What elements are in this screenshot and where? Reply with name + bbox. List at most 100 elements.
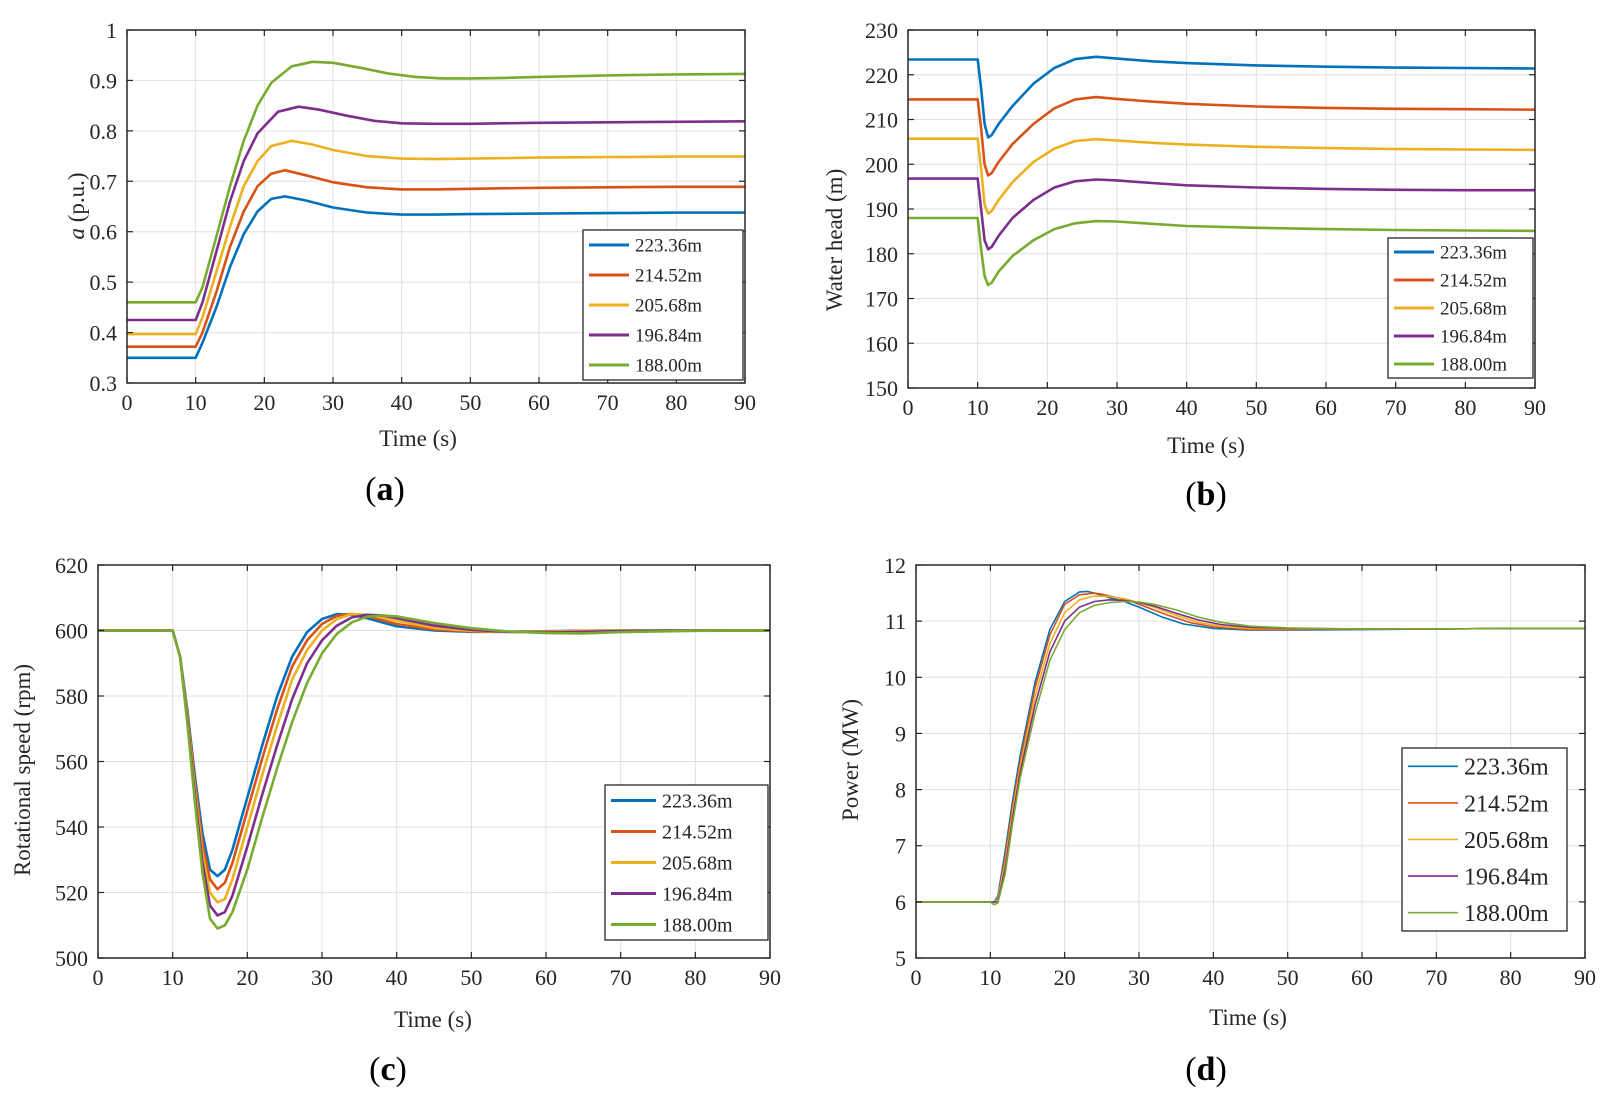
x-tick-label: 70: [1425, 965, 1447, 990]
chart-panel-c: 0 10 20 30 40 50 60 70 80 90 500 520 540 560 580 600 620…: [10, 553, 781, 1088]
legend-label: 196.84m: [635, 326, 702, 347]
x-tick-label: 0: [93, 965, 104, 990]
y-tick-label: 6: [895, 890, 906, 915]
series-line-214.52m: [127, 168, 745, 348]
panel-label: (d): [1185, 1051, 1227, 1088]
x-tick-label: 50: [1277, 965, 1299, 990]
legend-label: 223.36m: [1464, 755, 1549, 781]
legend-label: 205.68m: [635, 296, 702, 317]
x-tick-label: 50: [459, 390, 481, 415]
chart-panel-a: 0 10 20 30 40 50 60 70 80 90 0.3 0.4 0.5 0.6 0.7 0.8 0.9…: [64, 18, 756, 508]
y-tick-label: 7: [895, 834, 906, 859]
y-tick-label: 200: [865, 152, 898, 177]
legend-label: 196.84m: [1440, 327, 1507, 348]
y-tick-label: 0.9: [90, 68, 118, 93]
x-tick-label: 10: [967, 395, 989, 420]
x-tick-label: 10: [979, 965, 1001, 990]
legend-label: 205.68m: [1464, 828, 1549, 854]
y-tick-label: 520: [55, 881, 88, 906]
x-tick-label: 70: [597, 390, 619, 415]
legend: 223.36m 214.52m 205.68m 196.84m 188.00m: [604, 784, 769, 941]
y-tick-label: 210: [865, 108, 898, 133]
y-tick-label: 5: [895, 946, 906, 971]
series-line-188.00m: [916, 600, 1585, 906]
y-tick-label: 0.3: [90, 371, 118, 396]
axes-frame: [915, 564, 1586, 959]
x-tick-label: 70: [1385, 395, 1407, 420]
legend-label: 188.00m: [662, 915, 733, 937]
x-tick-label: 60: [528, 390, 550, 415]
legend-label: 205.68m: [662, 853, 733, 875]
y-tick-label: 220: [865, 63, 898, 88]
legend: 223.36m 214.52m 205.68m 196.84m 188.00m: [1387, 237, 1534, 379]
legend-label: 188.00m: [1464, 901, 1549, 927]
series-group: [916, 590, 1585, 906]
x-tick-label: 0: [122, 390, 133, 415]
legend-label: 196.84m: [662, 884, 733, 906]
y-tick-label: 0.8: [90, 119, 118, 144]
x-tick-label: 40: [386, 965, 408, 990]
legend-label: 223.36m: [635, 236, 702, 257]
x-tick-label: 40: [391, 390, 413, 415]
series-line-196.84m: [908, 177, 1535, 251]
series-line-196.84m: [127, 105, 745, 322]
legend-label: 188.00m: [1440, 355, 1507, 376]
legend: 223.36m 214.52m 205.68m 196.84m 188.00m: [1401, 747, 1568, 932]
x-tick-label: 40: [1176, 395, 1198, 420]
x-tick-label: 20: [253, 390, 275, 415]
series-group: [98, 612, 770, 930]
y-tick-label: 160: [865, 331, 898, 356]
y-tick-label: 560: [55, 750, 88, 775]
series-line-205.68m: [908, 137, 1535, 215]
y-tick-label: 0.4: [90, 321, 118, 346]
y-tick-label: 150: [865, 376, 898, 401]
x-tick-label: 90: [1574, 965, 1596, 990]
series-line-205.68m: [127, 139, 745, 336]
series-line-188.00m: [98, 614, 770, 930]
y-axis-label: Rotational speed (rpm): [10, 664, 35, 876]
y-tick-label: 12: [884, 553, 906, 578]
x-tick-label: 60: [535, 965, 557, 990]
series-line-188.00m: [908, 216, 1535, 287]
y-tick-label: 620: [55, 553, 88, 578]
legend-label: 214.52m: [1464, 791, 1549, 817]
legend-label: 205.68m: [1440, 299, 1507, 320]
y-tick-label: 170: [865, 287, 898, 312]
y-axis-label: Water head (m): [822, 169, 847, 311]
y-tick-label: 500: [55, 946, 88, 971]
x-axis-label: Time (s): [379, 426, 457, 451]
y-tick-label: 190: [865, 197, 898, 222]
x-tick-label: 0: [903, 395, 914, 420]
y-axis-label: Power (MW): [838, 699, 863, 821]
x-tick-label: 0: [911, 965, 922, 990]
x-tick-label: 10: [162, 965, 184, 990]
y-axis-label: a (p.u.): [64, 172, 89, 239]
x-axis-label: Time (s): [1167, 433, 1245, 458]
y-tick-label: 580: [55, 684, 88, 709]
x-tick-label: 20: [1036, 395, 1058, 420]
x-tick-label: 90: [759, 965, 781, 990]
legend-label: 214.52m: [662, 822, 733, 844]
series-line-188.00m: [127, 60, 745, 304]
series-group: [127, 60, 745, 360]
panel-label: (b): [1185, 476, 1227, 513]
panel-label: (c): [369, 1051, 407, 1088]
chart-panel-d: 0 10 20 30 40 50 60 70 80 90 5 6 7 8 9 10 11 12 Time (s) Po…: [838, 553, 1596, 1088]
y-tick-label: 0.6: [90, 220, 118, 245]
legend-label: 214.52m: [635, 266, 702, 287]
series-group: [908, 55, 1535, 287]
x-tick-label: 60: [1315, 395, 1337, 420]
y-tick-label: 10: [884, 665, 906, 690]
x-tick-label: 20: [1054, 965, 1076, 990]
x-tick-label: 90: [734, 390, 756, 415]
x-axis-label: Time (s): [1209, 1005, 1287, 1030]
x-tick-label: 30: [311, 965, 333, 990]
legend-label: 223.36m: [1440, 243, 1507, 264]
y-tick-label: 9: [895, 721, 906, 746]
x-tick-label: 40: [1202, 965, 1224, 990]
x-tick-label: 90: [1524, 395, 1546, 420]
y-tick-label: 11: [885, 609, 906, 634]
y-tick-label: 600: [55, 619, 88, 644]
x-tick-label: 70: [610, 965, 632, 990]
